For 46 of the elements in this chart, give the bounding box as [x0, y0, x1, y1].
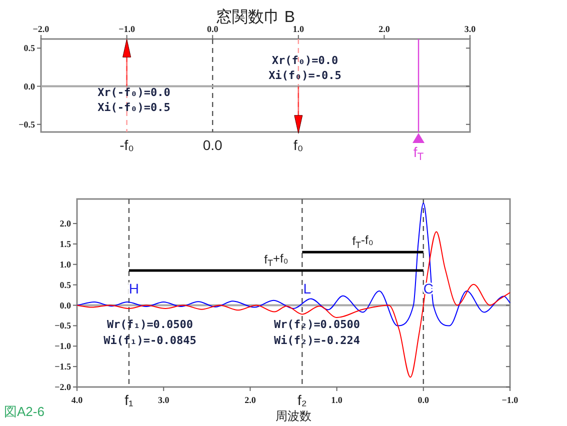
y-tick-label: 1.5	[60, 238, 72, 249]
y-tick-label: −1.5	[54, 362, 72, 372]
annotation: Xr(f₀)=0.0	[272, 54, 338, 67]
x-tick-label: −2.0	[32, 24, 50, 34]
x-tick-label: 4.0	[71, 395, 84, 405]
x-tick-label: 1.0	[331, 395, 343, 405]
chart-title: 窓関数巾 B	[216, 8, 296, 26]
x-axis-title: 周波数	[276, 409, 312, 423]
annotation: Xi(f₀)=-0.5	[268, 69, 342, 82]
annotation: Wi(f₂)=-0.224	[274, 334, 360, 347]
annotation: L	[303, 280, 312, 296]
ref-line-label: f$_{T}$	[413, 144, 424, 164]
x-tick-label: 3.0	[464, 24, 476, 34]
annotation: Xi(-f₀)=0.5	[98, 101, 170, 114]
x-tick-label: 0.0	[418, 395, 430, 405]
line-series	[76, 231, 510, 378]
y-tick-label: 0.0	[60, 300, 72, 310]
y-tick-label: −2.0	[54, 382, 72, 392]
annotation: f$_{T}$-f₀	[352, 233, 374, 250]
annotation: Xr(-f₀)=0.0	[98, 86, 170, 99]
x-tick-label: 2.0	[378, 24, 390, 34]
y-tick-label: 0.5	[60, 280, 72, 290]
ref-line-label: f₀	[294, 137, 304, 153]
annotation: Wi(f₁)=-0.0845	[104, 334, 196, 347]
y-tick-label: 0.5	[24, 43, 36, 54]
x-tick-label: −1.0	[118, 24, 136, 34]
y-tick-label: 1.0	[60, 259, 72, 270]
ref-line-label: f₁	[124, 392, 134, 408]
ref-line-label: f₂	[297, 392, 307, 408]
y-tick-label: 0.0	[24, 81, 36, 92]
annotation: f$_{T}$+f₀	[264, 252, 288, 268]
x-tick-label: 1.0	[292, 24, 305, 34]
y-tick-label: 2.0	[60, 218, 72, 229]
ref-line-label: -f₀	[120, 137, 134, 153]
x-tick-label: 2.0	[244, 395, 256, 405]
annotation: H	[128, 280, 140, 296]
x-tick-label: 0.0	[206, 24, 219, 34]
ref-line-label: 0.0	[202, 137, 223, 153]
y-tick-label: −1.0	[54, 341, 72, 352]
caption: 図A2-6	[4, 404, 44, 419]
annotation: Wr(f₂)=0.0500	[274, 318, 360, 331]
y-tick-label: −0.5	[54, 320, 72, 331]
annotation: Wr(f₁)=0.0500	[106, 318, 194, 331]
x-tick-label: 3.0	[158, 395, 170, 405]
x-tick-label: −1.0	[502, 395, 519, 405]
y-tick-label: −0.5	[18, 119, 36, 130]
